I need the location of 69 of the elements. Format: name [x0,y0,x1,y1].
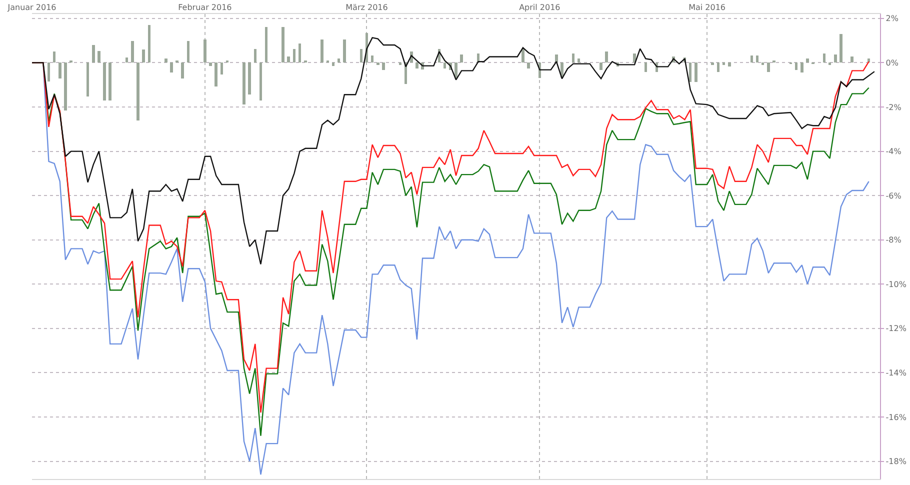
bar [800,62,804,73]
bar [98,50,100,63]
bar [382,62,385,70]
bar [248,62,251,95]
y-tick-label: 2% [886,14,899,24]
y-tick-label: -18% [886,457,907,466]
y-tick-label: -4% [886,147,902,156]
x-tick-label: März 2016 [346,2,388,12]
bar [332,62,335,66]
bar [259,62,262,101]
bar [242,62,246,105]
y-tick-label: -12% [886,324,907,334]
x-tick-label: Februar 2016 [178,2,232,12]
bar [806,58,809,63]
bar [716,62,720,72]
bar [416,62,418,69]
bar [850,56,854,63]
bar [522,48,524,63]
y-tick-label: -2% [886,102,902,112]
line-series [32,37,876,265]
bar [86,62,90,97]
bar [131,40,134,63]
x-tick-label: Mai 2016 [688,2,726,12]
bar [767,62,770,72]
bar [644,62,648,72]
bar [688,62,692,82]
bar [47,62,50,82]
bar [633,54,636,63]
bar [605,52,608,63]
bar [214,62,218,87]
bar [460,54,463,63]
bar [454,62,458,78]
bar [337,58,340,63]
x-tick-label: Januar 2016 [6,2,56,12]
y-tick-label: 0% [886,58,899,68]
bar [181,62,184,79]
bar [555,54,558,63]
y-tick-label: -8% [886,236,902,245]
bar [694,62,698,82]
bar [64,62,67,111]
bar [170,62,173,73]
bar [577,58,580,63]
bar [220,62,224,75]
y-tick-label: -16% [886,412,907,422]
y-tick-label: -10% [886,280,907,289]
bar [298,44,302,63]
bar [103,62,106,101]
x-tick-label: April 2016 [519,2,560,12]
bar [136,62,140,120]
bar [58,62,62,79]
bar [287,56,290,63]
bar [343,40,346,63]
bar [728,62,731,67]
bar [282,26,284,63]
bar [204,40,206,63]
bar [840,34,842,63]
bar [794,62,798,70]
y-tick-label: -14% [886,368,907,378]
y-tick-label: -6% [886,191,902,200]
bar [92,45,95,63]
bar [142,50,145,63]
bar [443,62,446,69]
bar [320,40,324,63]
bar [600,62,602,70]
bar [527,62,530,69]
bar [164,58,168,63]
bar [209,62,212,66]
bar [108,62,112,101]
bar [834,54,837,63]
